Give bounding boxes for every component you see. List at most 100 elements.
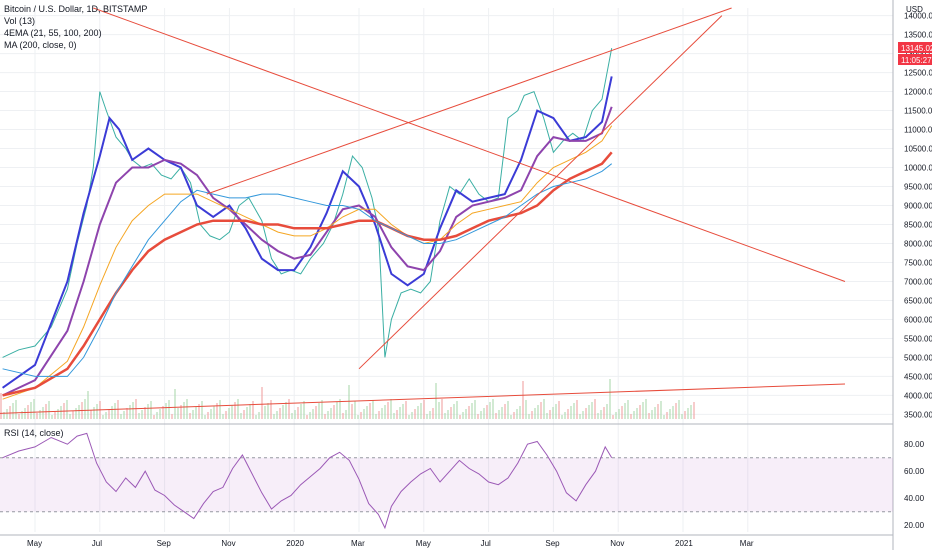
volume-bar xyxy=(522,381,524,419)
symbol-title[interactable]: Bitcoin / U.S. Dollar, 1D, BITSTAMP xyxy=(4,4,147,14)
volume-bar xyxy=(378,411,380,419)
volume-bar xyxy=(594,399,596,419)
volume-bar xyxy=(39,410,41,419)
volume-bar xyxy=(429,411,431,419)
volume-bar xyxy=(372,400,374,419)
volume-bar xyxy=(336,402,338,419)
series-ema-55 xyxy=(2,106,613,397)
volume-bar xyxy=(168,400,170,419)
volume-bar xyxy=(318,403,320,419)
volume-bar xyxy=(36,413,38,419)
volume-bar xyxy=(579,414,581,419)
indicator-ema[interactable]: 4EMA (21, 55, 100, 200) xyxy=(4,28,102,38)
volume-bar xyxy=(537,405,539,419)
volume-bar xyxy=(504,404,506,419)
volume-bar xyxy=(93,407,95,419)
volume-bar xyxy=(75,408,77,419)
volume-bar xyxy=(249,404,251,419)
volume-bar xyxy=(129,405,131,419)
volume-bar xyxy=(309,412,311,419)
volume-bar xyxy=(297,407,299,419)
volume-bar xyxy=(564,412,566,419)
volume-bar xyxy=(459,415,461,419)
volume-bar xyxy=(303,401,305,419)
price-tick-label: 5000.00 xyxy=(904,353,932,362)
volume-bar xyxy=(624,403,626,419)
volume-bar xyxy=(57,409,59,419)
volume-bar xyxy=(543,399,545,419)
trendline-2 xyxy=(358,15,723,370)
volume-bar xyxy=(387,402,389,419)
volume-bar xyxy=(234,402,236,419)
volume-bar xyxy=(468,406,470,419)
volume-bar xyxy=(432,408,434,419)
trendline-0 xyxy=(93,7,846,282)
rsi-tick-label: 40.00 xyxy=(904,494,925,503)
volume-bar xyxy=(174,389,176,419)
volume-bar xyxy=(216,403,218,419)
volume-bar xyxy=(465,409,467,419)
price-tick-label: 13500.00 xyxy=(904,31,932,40)
volume-bar xyxy=(426,414,428,419)
time-tick-label: Sep xyxy=(157,539,172,548)
volume-bar xyxy=(42,407,44,419)
indicator-ma[interactable]: MA (200, close, 0) xyxy=(4,40,77,50)
volume-bar xyxy=(6,409,8,419)
volume-bar xyxy=(618,409,620,419)
volume-bar xyxy=(276,411,278,419)
volume-bar xyxy=(267,403,269,419)
time-tick-label: Nov xyxy=(610,539,624,548)
rsi-label[interactable]: RSI (14, close) xyxy=(4,428,64,438)
price-tick-label: 11500.00 xyxy=(904,107,932,116)
time-tick-label: Mar xyxy=(740,539,754,548)
volume-bar xyxy=(492,399,494,419)
volume-bar xyxy=(312,409,314,419)
volume-bar xyxy=(225,411,227,419)
volume-bar xyxy=(21,411,23,419)
price-tick-label: 5500.00 xyxy=(904,334,932,343)
price-tick-label: 8500.00 xyxy=(904,220,932,229)
series-ma-200 xyxy=(2,163,613,377)
volume-bar xyxy=(78,405,80,419)
trendline-1 xyxy=(206,7,732,195)
price-axis[interactable]: 3500.00 4000.00 4500.00 5000.00 5500.00 6000.… xyxy=(904,12,932,531)
volume-bar xyxy=(159,409,161,419)
price-tick-label: 4500.00 xyxy=(904,372,932,381)
volume-bar xyxy=(450,407,452,419)
volume-bar xyxy=(687,408,689,419)
volume-bar xyxy=(237,399,239,419)
rsi-tick-label: 80.00 xyxy=(904,440,925,449)
volume-bar xyxy=(198,404,200,419)
series-ema-21 xyxy=(2,76,613,389)
volume-bar xyxy=(363,409,365,419)
volume-bar xyxy=(498,410,500,419)
volume-bar xyxy=(447,410,449,419)
volume-bar xyxy=(279,408,281,419)
volume-bar xyxy=(258,412,260,419)
trendlines xyxy=(0,7,846,414)
volume-bar xyxy=(228,408,230,419)
time-tick-label: Jul xyxy=(481,539,491,548)
volume-bar xyxy=(351,404,353,419)
volume-bar xyxy=(357,415,359,419)
volume-bar xyxy=(264,406,266,419)
volume-bar xyxy=(30,402,32,419)
volume-bar xyxy=(474,400,476,419)
series-ema-200 xyxy=(2,151,613,397)
volume-bar xyxy=(153,415,155,419)
volume-bar xyxy=(291,413,293,419)
volume-bar xyxy=(90,410,92,419)
volume-bar xyxy=(132,402,134,419)
time-axis[interactable]: May Jul Sep Nov 2020 Mar May Jul Sep Nov 2021 Mar xyxy=(27,539,754,548)
volume-bar xyxy=(111,406,113,419)
volume-bar xyxy=(12,403,14,419)
volume-bar xyxy=(285,402,287,419)
time-tick-label: 2020 xyxy=(286,539,304,548)
volume-bar xyxy=(681,414,683,419)
volume-bar xyxy=(642,402,644,419)
price-tick-label: 10500.00 xyxy=(904,145,932,154)
price-tick-label: 8000.00 xyxy=(904,239,932,248)
indicator-vol[interactable]: Vol (13) xyxy=(4,16,35,26)
volume-bar xyxy=(114,403,116,419)
